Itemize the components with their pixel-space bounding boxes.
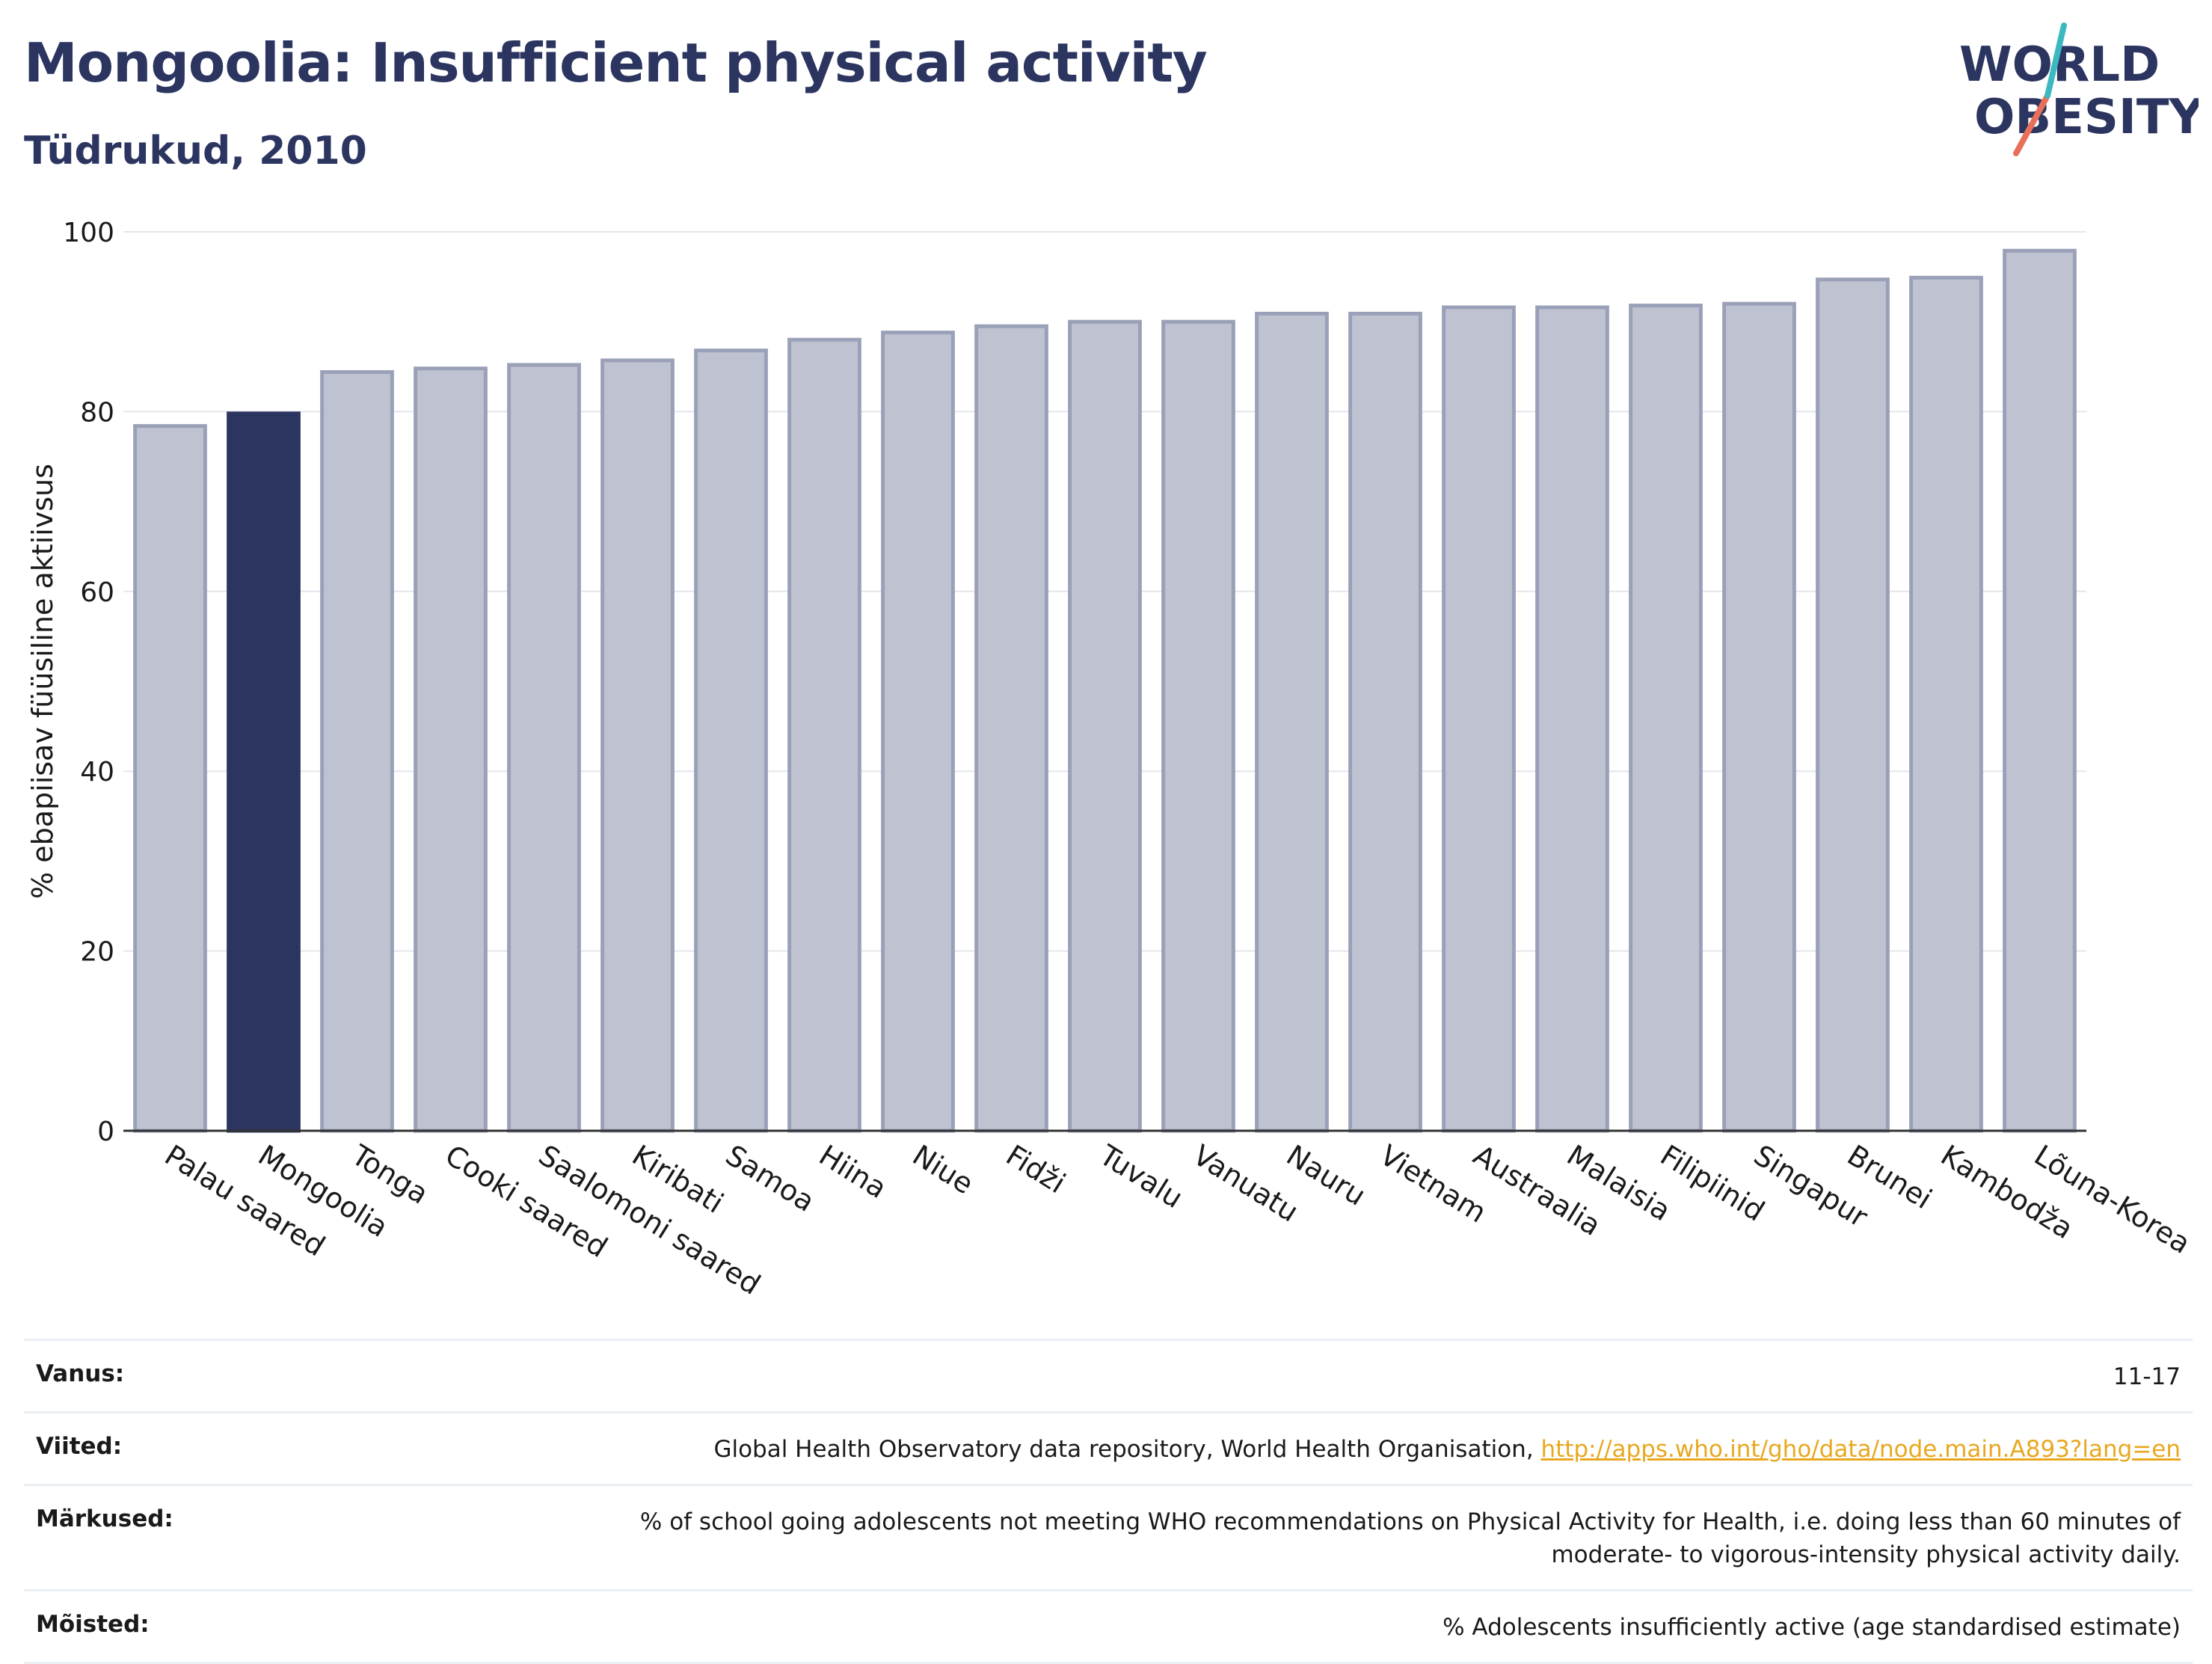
bar-niue	[881, 331, 955, 1133]
y-axis-label: % ebapiisav füüsiline aktiivsus	[26, 464, 59, 899]
bar-brunei	[1816, 277, 1890, 1133]
bar-vietnam	[1348, 311, 1422, 1133]
x-tick-label: Cooki saared	[440, 1138, 613, 1264]
bar-nauru	[1255, 311, 1329, 1133]
notes-label: Märkused:	[36, 1505, 173, 1532]
defs-label: Mõisted:	[36, 1611, 150, 1638]
bar-saalomoni-saared	[507, 363, 581, 1133]
bar-hiina	[787, 337, 861, 1133]
y-tick-label: 20	[80, 937, 114, 968]
page-subtitle: Tüdrukud, 2010	[24, 129, 367, 174]
y-tick-label: 40	[80, 757, 114, 788]
info-table: Vanus: 11-17 Viited: Global Health Obser…	[24, 1339, 2193, 1664]
refs-label: Viited:	[36, 1433, 123, 1460]
bar-mongoolia	[227, 411, 301, 1133]
refs-text: Global Health Observatory data repositor…	[713, 1436, 1541, 1463]
bar-austraalia	[1442, 305, 1516, 1133]
bars	[133, 248, 2077, 1133]
x-tick-label: Fidži	[1001, 1138, 1072, 1200]
bar-fid-i	[974, 324, 1048, 1133]
age-value: 11-17	[2113, 1363, 2181, 1390]
bar-singapur	[1722, 301, 1796, 1133]
x-tick-label: Palau saared	[159, 1138, 331, 1262]
bar-kiribati	[600, 358, 675, 1133]
logo-line2: OBESITY	[1974, 90, 2199, 145]
y-ticks: 0 20 40 60 80 100	[63, 218, 114, 1147]
refs-value: Global Health Observatory data repositor…	[713, 1433, 2181, 1466]
defs-value: % Adolescents insufficiently active (age…	[1443, 1614, 2181, 1641]
bar-malaisia	[1535, 305, 1609, 1133]
y-tick-label: 80	[80, 397, 114, 428]
x-tick-label: Vietnam	[1374, 1138, 1493, 1229]
x-tick-label: Samoa	[720, 1138, 820, 1218]
x-tick-label: Hiina	[814, 1138, 893, 1205]
bar-cooki-saared	[414, 366, 488, 1133]
info-row-defs: Mõisted: % Adolescents insufficiently ac…	[24, 1589, 2193, 1664]
age-label: Vanus:	[36, 1360, 125, 1387]
refs-link[interactable]: http://apps.who.int/gho/data/node.main.A…	[1540, 1436, 2181, 1463]
bar-filipiinid	[1629, 304, 1703, 1133]
x-tick-label: Filipiinid	[1655, 1138, 1771, 1227]
bar-vanuatu	[1161, 319, 1235, 1133]
notes-value: % of school going adolescents not meetin…	[640, 1505, 2181, 1571]
y-tick-label: 100	[63, 218, 114, 248]
notes-line2: moderate- to vigorous-intensity physical…	[1551, 1541, 2181, 1568]
x-tick-label: Tuvalu	[1093, 1138, 1189, 1215]
y-tick-label: 60	[80, 577, 114, 608]
bar-l-una-korea	[2003, 248, 2077, 1133]
bar-palau-saared	[133, 424, 207, 1133]
x-tick-label: Vanuatu	[1188, 1138, 1304, 1228]
x-tick-label: Niue	[907, 1138, 980, 1200]
bar-tuvalu	[1068, 319, 1142, 1133]
notes-line1: % of school going adolescents not meetin…	[639, 1508, 2181, 1535]
info-row-refs: Viited: Global Health Observatory data r…	[24, 1411, 2193, 1484]
page-title: Mongoolia: Insufficient physical activit…	[24, 31, 1208, 94]
y-tick-label: 0	[97, 1117, 114, 1147]
info-row-notes: Märkused: % of school going adolescents …	[24, 1484, 2193, 1589]
x-tick-label: Lõuna-Korea	[2029, 1138, 2196, 1260]
bar-samoa	[694, 349, 768, 1133]
world-obesity-logo: WORLD OBESITY	[1959, 22, 2199, 156]
bar-kambod-a	[1909, 275, 1983, 1133]
bar-tonga	[320, 370, 394, 1133]
info-row-age: Vanus: 11-17	[24, 1339, 2193, 1411]
